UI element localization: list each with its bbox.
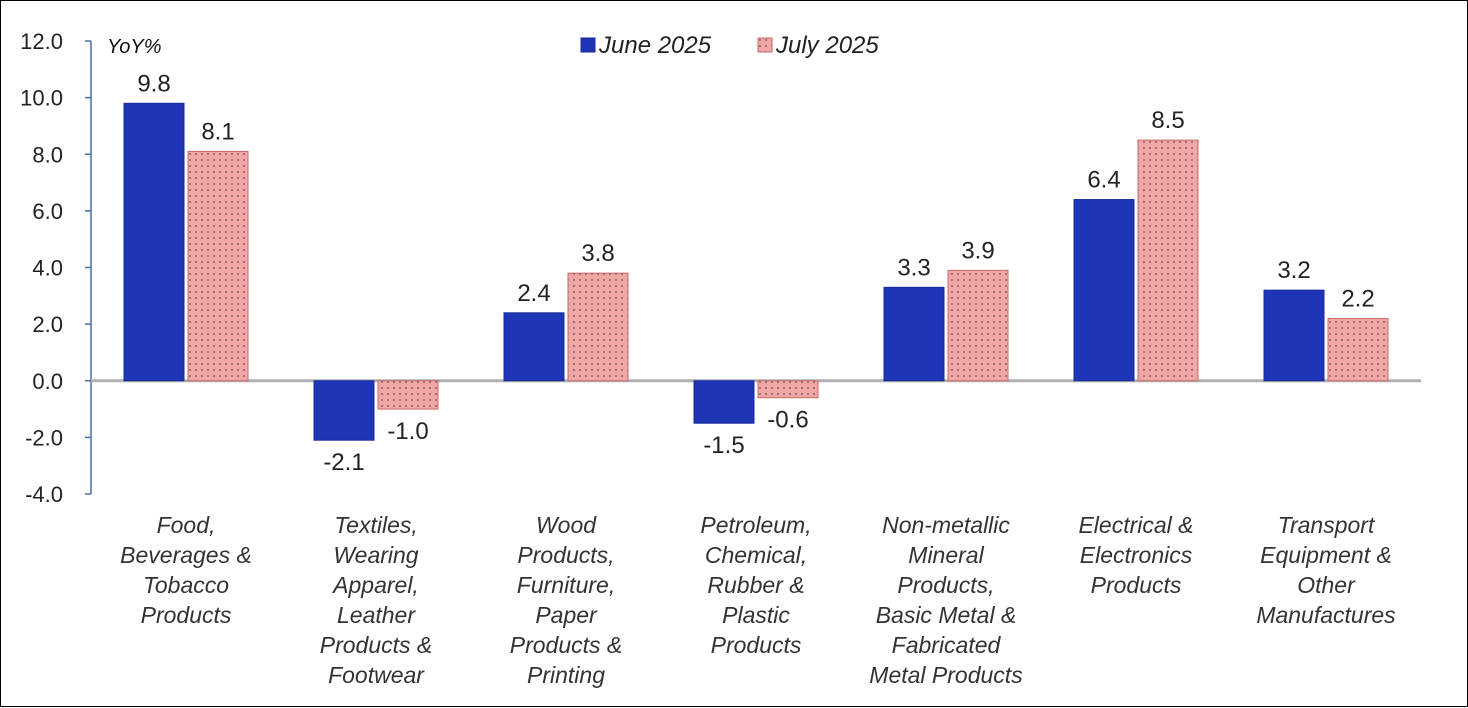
- category-label-line: Chemical,: [705, 542, 807, 568]
- data-label: 3.8: [581, 240, 614, 267]
- data-label: 8.1: [201, 118, 234, 145]
- legend-label: July 2025: [775, 32, 879, 59]
- bar-july-2025-0: [187, 150, 249, 382]
- category-label-line: Products,: [897, 572, 994, 598]
- category-label-line: Transport: [1278, 512, 1376, 538]
- category-label-line: Beverages &: [120, 542, 252, 568]
- y-tick-label: 10.0: [20, 86, 63, 111]
- category-label-line: Food,: [157, 512, 216, 538]
- data-label: -2.1: [323, 449, 364, 476]
- category-label-line: Petroleum,: [700, 512, 811, 538]
- y-tick-label: -2.0: [25, 425, 63, 450]
- y-tick-label: -4.0: [25, 482, 63, 507]
- bar-june-2025-4: [883, 286, 945, 382]
- category-label-line: Wood: [536, 512, 597, 538]
- category-label-line: Products &: [510, 632, 623, 658]
- data-label: 3.3: [897, 254, 930, 281]
- category-label-line: Paper: [535, 602, 598, 628]
- data-label: 3.2: [1277, 257, 1310, 284]
- category-label-line: Plastic: [722, 602, 790, 628]
- category-label-line: Fabricated: [892, 632, 1002, 658]
- category-label-line: Textiles,: [334, 512, 418, 538]
- category-label-line: Products: [1091, 572, 1182, 598]
- bar-june-2025-5: [1073, 199, 1135, 382]
- category-label: Transport Equipment & Other Manufactures: [1256, 512, 1396, 628]
- category-label-line: Leather: [337, 602, 416, 628]
- y-tick-label: 2.0: [32, 312, 63, 337]
- category-label: Petroleum, Chemical, Rubber & Plastic Produc…: [700, 512, 811, 658]
- category-label-line: Tobacco: [143, 572, 229, 598]
- category-label: Electrical & Electronics Products: [1078, 512, 1193, 598]
- y-tick-label: 12.0: [20, 29, 63, 54]
- data-label: 8.5: [1151, 107, 1184, 134]
- category-label-line: Manufactures: [1256, 602, 1396, 628]
- category-label-line: Printing: [527, 662, 605, 688]
- category-label-line: Basic Metal &: [876, 602, 1017, 628]
- category-label-line: Electrical &: [1078, 512, 1193, 538]
- data-label: 3.9: [961, 237, 994, 264]
- y-tick-label: 4.0: [32, 256, 63, 281]
- bar-july-2025-4: [947, 269, 1009, 382]
- bar-july-2025-2: [567, 272, 629, 382]
- category-label-line: Wearing: [333, 542, 418, 568]
- legend-swatch-june-2025: [580, 37, 596, 53]
- bar-july-2025-1: [377, 380, 439, 410]
- y-unit-label: YoY%: [107, 36, 161, 58]
- bar-july-2025-6: [1327, 317, 1389, 382]
- category-label: Non-metallic Mineral Products, Basic Metal …: [869, 512, 1023, 688]
- category-label-line: Products,: [517, 542, 614, 568]
- bar-july-2025-5: [1137, 139, 1199, 382]
- bar-june-2025-6: [1263, 289, 1325, 382]
- y-tick-label: 0.0: [32, 369, 63, 394]
- category-label-line: Rubber &: [707, 572, 804, 598]
- category-label: Textiles, Wearing Apparel, Leather Products …: [320, 512, 433, 688]
- category-label-line: Mineral: [908, 542, 984, 568]
- bar-june-2025-1: [313, 380, 375, 441]
- category-label-line: Metal Products: [869, 662, 1023, 688]
- category-label-line: Equipment &: [1260, 542, 1392, 568]
- category-label-line: Furniture,: [517, 572, 615, 598]
- data-label: 6.4: [1087, 167, 1120, 194]
- legend-label: June 2025: [598, 32, 712, 59]
- category-label-line: Products &: [320, 632, 433, 658]
- data-label: 9.8: [137, 70, 170, 97]
- data-label: 2.4: [517, 280, 550, 307]
- data-label: -0.6: [767, 407, 808, 434]
- category-label-line: Products: [711, 632, 802, 658]
- category-label-line: Products: [141, 602, 232, 628]
- category-label: Food, Beverages & Tobacco Products: [120, 512, 252, 628]
- data-label: 2.2: [1341, 285, 1374, 312]
- category-label-line: Electronics: [1080, 542, 1193, 568]
- data-label: -1.5: [703, 432, 744, 459]
- category-label-line: Footwear: [328, 662, 425, 688]
- category-label-line: Apparel,: [331, 572, 419, 598]
- category-label-line: Other: [1297, 572, 1356, 598]
- y-tick-label: 6.0: [32, 199, 63, 224]
- bar-july-2025-3: [757, 380, 819, 399]
- data-label: -1.0: [387, 418, 428, 445]
- category-label: Wood Products, Furniture, Paper Products & Pr…: [510, 512, 623, 688]
- y-tick-label: 8.0: [32, 142, 63, 167]
- category-label-line: Non-metallic: [882, 512, 1010, 538]
- bar-june-2025-0: [123, 102, 185, 382]
- bar-june-2025-3: [693, 380, 755, 424]
- bar-june-2025-2: [503, 312, 565, 382]
- legend-swatch-july-2025: [757, 37, 773, 53]
